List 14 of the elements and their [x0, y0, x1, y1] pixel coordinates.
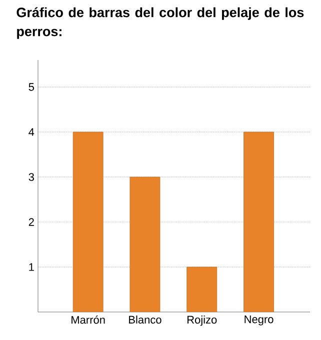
y-tick-label: 2	[28, 218, 34, 226]
bar	[244, 132, 274, 312]
x-tick-label: Marrón	[72, 316, 105, 324]
y-tick-label: 5	[28, 83, 34, 91]
x-tick-label: Rojizo	[188, 316, 217, 326]
y-tick-label: 3	[28, 173, 34, 181]
bar	[130, 176, 160, 312]
x-tick-label: Blanco	[129, 316, 162, 324]
x-tick-label: Negro	[244, 316, 274, 326]
chart-title: Gráfico de barras del color del pelaje de los perros:	[16, 7, 304, 39]
y-tick-label: 1	[29, 263, 34, 271]
y-tick-label: 4	[28, 128, 34, 136]
bar	[72, 132, 104, 312]
bar	[186, 266, 218, 312]
